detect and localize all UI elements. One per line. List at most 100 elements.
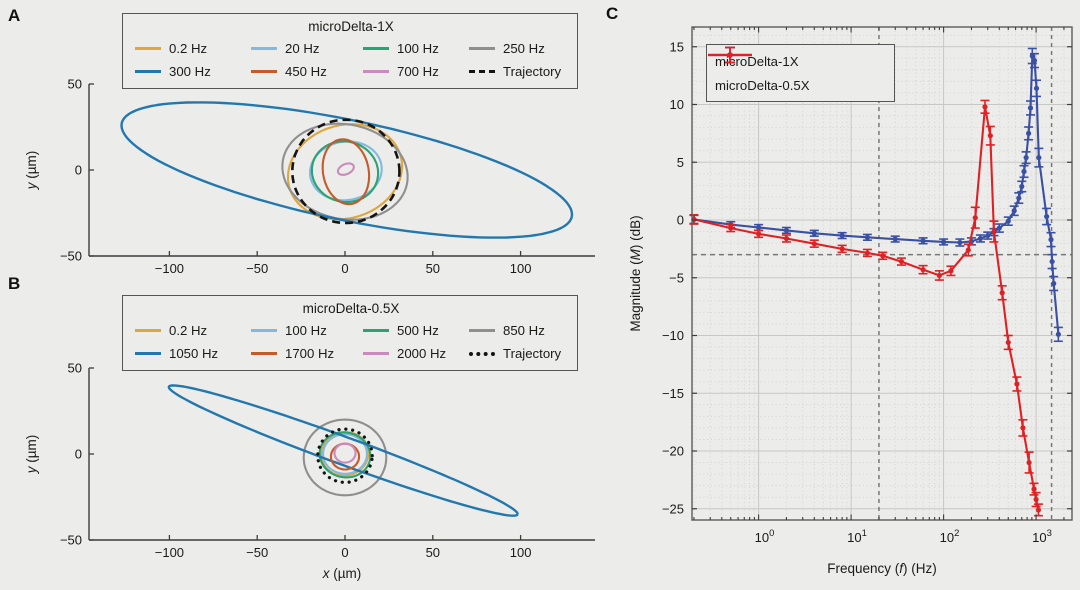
legend-swatch-solid (135, 329, 161, 332)
svg-text:−20: −20 (662, 444, 684, 459)
svg-text:−50: −50 (60, 249, 82, 264)
svg-text:101: 101 (847, 528, 867, 545)
trajectory-ellipse-100hz (310, 140, 380, 204)
trajectory-ellipse-450hz (321, 138, 371, 206)
legend-item: 850 Hz (469, 323, 567, 338)
svg-text:100: 100 (510, 261, 532, 276)
trajectory-ellipse-100hz (322, 433, 368, 475)
legend-swatch-solid (363, 352, 389, 355)
trajectory-ellipse-850hz (302, 418, 388, 497)
legend-item-label: 500 Hz (397, 323, 439, 338)
svg-text:−100: −100 (155, 545, 184, 560)
series-microDelta-0.5X (689, 99, 1043, 517)
trajectory-ellipse-2000hz (333, 442, 357, 464)
legend-item-label: 1050 Hz (169, 346, 219, 361)
svg-text:−50: −50 (60, 533, 82, 548)
trajectory-ellipse-trajectory (290, 118, 401, 225)
legend-item-label: 450 Hz (285, 64, 327, 79)
svg-text:0: 0 (341, 261, 348, 276)
svg-text:50: 50 (426, 545, 440, 560)
svg-text:0: 0 (341, 545, 348, 560)
legend-item-label: microDelta-1X (715, 53, 799, 69)
svg-text:102: 102 (940, 528, 960, 545)
svg-text:−100: −100 (155, 261, 184, 276)
panel-a-legend-title: microDelta-1X (308, 19, 394, 34)
legend-swatch-solid (135, 70, 161, 73)
panel-b-legend-items: 0.2 Hz 100 Hz 500 Hz 850 Hz 1050 Hz 1700 Hz 20… (135, 319, 567, 365)
panel-label-c: C (606, 4, 619, 23)
svg-text:50: 50 (68, 77, 82, 92)
legend-item-label: microDelta-0.5X (715, 77, 810, 93)
legend-item: 1700 Hz (251, 346, 363, 361)
legend-item-label: 700 Hz (397, 64, 439, 79)
panel-b-legend-title: microDelta-0.5X (302, 301, 400, 316)
legend-item: 300 Hz (135, 64, 251, 79)
legend-item: 1050 Hz (135, 346, 251, 361)
svg-text:103: 103 (1032, 528, 1052, 545)
legend-item-label: 300 Hz (169, 64, 211, 79)
y-axis-label: y (µm) (24, 151, 39, 191)
legend-item: Trajectory (469, 346, 567, 361)
legend-item-label: 0.2 Hz (169, 323, 208, 338)
legend-item-label: 1700 Hz (285, 346, 335, 361)
svg-text:50: 50 (68, 361, 82, 376)
svg-text:5: 5 (677, 155, 684, 170)
legend-errorbar-swatch (708, 46, 752, 64)
legend-swatch-solid (363, 70, 389, 73)
legend-swatch-solid (135, 47, 161, 50)
legend-item-label: 850 Hz (503, 323, 545, 338)
legend-item-label: 2000 Hz (397, 346, 447, 361)
panel-label-a: A (8, 6, 21, 25)
legend-swatch-solid (251, 70, 277, 73)
legend-item: 700 Hz (363, 64, 469, 79)
legend-item: 2000 Hz (363, 346, 469, 361)
trajectory-ellipse-700hz (336, 162, 355, 176)
legend-item: 250 Hz (469, 41, 567, 56)
legend-item: 20 Hz (251, 41, 363, 56)
trajectory-ellipse-500hz (318, 431, 372, 479)
svg-text:10: 10 (670, 97, 684, 112)
legend-swatch-solid (251, 47, 277, 50)
legend-swatch-solid (469, 329, 495, 332)
legend-item: 500 Hz (363, 323, 469, 338)
frequency-axis-label: Frequency (f) (Hz) (827, 561, 937, 576)
x-axis-label: x (µm) (322, 566, 362, 581)
legend-item-label: 100 Hz (285, 323, 327, 338)
legend-item: 0.2 Hz (135, 323, 251, 338)
legend-item: microDelta-0.5X (708, 46, 886, 93)
legend-item: 100 Hz (251, 323, 363, 338)
legend-item-label: 0.2 Hz (169, 41, 208, 56)
panel-a-legend: microDelta-1X 0.2 Hz 20 Hz 100 Hz 250 Hz 300… (122, 13, 578, 89)
y-axis-label: y (µm) (24, 435, 39, 475)
panel-label-b: B (8, 274, 21, 293)
trajectory-ellipse-250hz (281, 122, 409, 221)
legend-item: 100 Hz (363, 41, 469, 56)
svg-text:100: 100 (510, 545, 532, 560)
panel-b-plot: −100 −50 0 50 100 −50 0 50 y (µm) x (µm) (24, 361, 595, 581)
legend-item: 0.2 Hz (135, 41, 251, 56)
legend-swatch-solid (251, 352, 277, 355)
svg-text:100: 100 (755, 528, 775, 545)
legend-item-label: Trajectory (503, 64, 562, 79)
panel-b-legend: microDelta-0.5X 0.2 Hz 100 Hz 500 Hz 850 Hz… (122, 295, 578, 371)
trajectory-ellipse-trajectory (316, 427, 374, 484)
svg-text:0: 0 (75, 447, 82, 462)
panel-a-plot: −100 −50 0 50 100 −50 0 50 y (µm) (24, 77, 595, 276)
legend-swatch-solid (135, 352, 161, 355)
legend-item-label: 20 Hz (285, 41, 320, 56)
svg-text:−25: −25 (662, 501, 684, 516)
panel-c-legend: microDelta-1X microDelta-0.5X (706, 44, 895, 102)
legend-swatch-solid (251, 329, 277, 332)
legend-item-label: 100 Hz (397, 41, 439, 56)
trajectory-ellipse-1050hz (167, 384, 519, 517)
legend-swatch-dotted (469, 351, 495, 356)
svg-text:−5: −5 (669, 270, 684, 285)
svg-text:−10: −10 (662, 328, 684, 343)
panel-a-legend-items: 0.2 Hz 20 Hz 100 Hz 250 Hz 300 Hz 450 Hz 700 H… (135, 37, 567, 83)
svg-text:−50: −50 (246, 261, 268, 276)
legend-swatch-solid (363, 47, 389, 50)
legend-item: 450 Hz (251, 64, 363, 79)
legend-item-label: 250 Hz (503, 41, 545, 56)
svg-text:0: 0 (677, 213, 684, 228)
